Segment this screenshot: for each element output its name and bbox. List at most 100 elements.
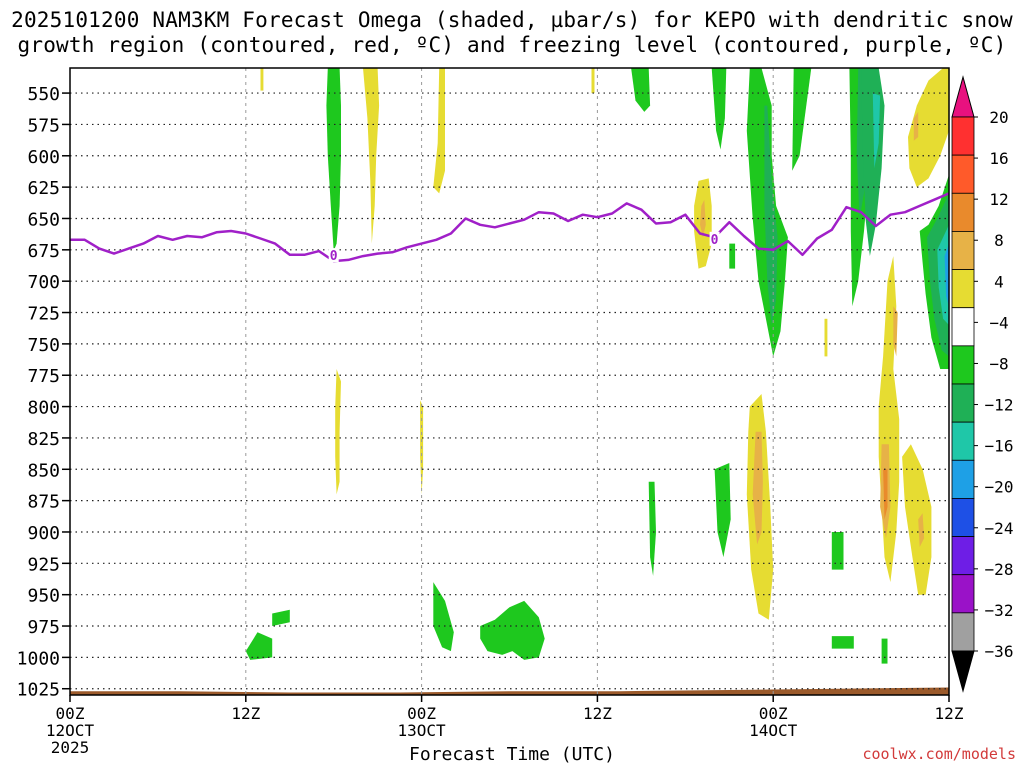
y-tick-label: 875 [27,492,60,513]
omega-region [631,68,651,112]
omega-region [335,369,341,495]
y-tick-label: 825 [27,429,60,450]
y-tick-label: 625 [27,178,60,199]
colorbar-label: −12 [985,396,1014,415]
omega-region [711,68,727,150]
omega-region [872,93,881,169]
colorbar-label: 12 [989,190,1008,209]
y-axis: 550 575 600 625 650 675 700 725 750 775 800 825 850 8… [17,84,70,701]
plot-frame [69,67,950,696]
x-tick-label: 00Z [407,704,436,723]
y-tick-label: 1025 [17,680,60,701]
omega-region [480,600,545,660]
colorbar-bin [951,307,975,347]
colorbar: 20 16 12 8 4 −4 −8 −12 −16 −20 −24 −28 −32 −36 [951,75,1014,693]
freezing-level-contour: 00 [70,192,950,264]
x-tick-date-label: 13OCT [398,721,447,740]
omega-region [764,105,778,326]
colorbar-bin [951,498,975,537]
omega-region [433,582,454,652]
y-tick-label: 675 [27,241,60,262]
omega-region [648,481,656,576]
colorbar-bin [951,574,975,614]
colorbar-label: −16 [985,437,1014,456]
x-tick-label: 12Z [231,704,260,723]
x-tick-label: 00Z [56,704,85,723]
omega-region [272,609,290,626]
omega-region [878,256,900,583]
grid-lines [70,68,949,695]
y-tick-label: 975 [27,617,60,638]
omega-region [831,636,854,649]
omega-region [714,463,731,558]
colorbar-label: 4 [994,272,1004,291]
omega-region [893,306,898,357]
colorbar-label: −28 [985,560,1014,579]
colorbar-label: 8 [994,231,1004,250]
contour-label-bg [328,248,339,263]
y-tick-label: 900 [27,523,60,544]
colorbar-bin [951,383,975,423]
colorbar-bin [951,536,975,576]
chart-title-line2: growth region (contoured, red, ºC) and f… [17,33,1007,57]
y-tick-label: 725 [27,304,60,325]
omega-shading [245,68,949,664]
contour-label-bg [709,231,720,246]
y-tick-label: 700 [27,272,60,293]
omega-region [913,111,919,141]
colorbar-bin [951,154,975,194]
omega-region [363,68,380,244]
colorbar-bin [951,345,975,385]
colorbar-bin [951,116,975,156]
colorbar-label: 16 [989,149,1008,168]
x-axis-label: Forecast Time (UTC) [409,744,615,765]
colorbar-bin [951,192,975,232]
y-tick-label: 950 [27,586,60,607]
omega-region [591,68,595,94]
omega-region [729,243,736,269]
omega-region [902,444,932,595]
colorbar-bin [951,269,975,309]
surface-fill [70,687,949,695]
y-tick-label: 850 [27,460,60,481]
y-tick-label: 650 [27,209,60,230]
x-tick-date-label: 12OCT [46,721,95,740]
colorbar-label: −4 [989,313,1008,332]
omega-region [831,532,844,570]
omega-region [792,68,812,171]
colorbar-under-triangle [951,650,975,693]
omega-region [861,68,885,257]
colorbar-label: −8 [989,354,1008,373]
colorbar-label: 20 [989,108,1008,127]
colorbar-label: −36 [985,642,1014,661]
omega-region [245,632,273,660]
colorbar-label: −24 [985,519,1014,538]
colorbar-bin [951,612,975,652]
x-tick-label: 12Z [583,704,612,723]
omega-region [824,318,828,357]
freezing-level-line [70,192,950,263]
colorbar-label: −32 [985,601,1014,620]
x-tick-date-label: 14OCT [749,721,798,740]
y-tick-label: 750 [27,335,60,356]
colorbar-bin [951,421,975,461]
x-tick-year-label: 2025 [51,738,90,757]
omega-region [918,513,925,547]
y-tick-label: 800 [27,398,60,419]
y-tick-label: 1000 [17,648,60,669]
y-tick-label: 575 [27,115,60,136]
colorbar-over-triangle [951,75,975,118]
y-tick-label: 925 [27,554,60,575]
omega-region [433,68,445,194]
surface-band [70,687,949,695]
x-tick-label: 00Z [759,704,788,723]
credit-text: coolwx.com/models [862,745,1016,763]
omega-region [908,68,949,188]
contour-label: 0 [711,233,719,248]
omega-region [752,431,763,545]
omega-region [883,469,888,520]
y-tick-label: 600 [27,147,60,168]
